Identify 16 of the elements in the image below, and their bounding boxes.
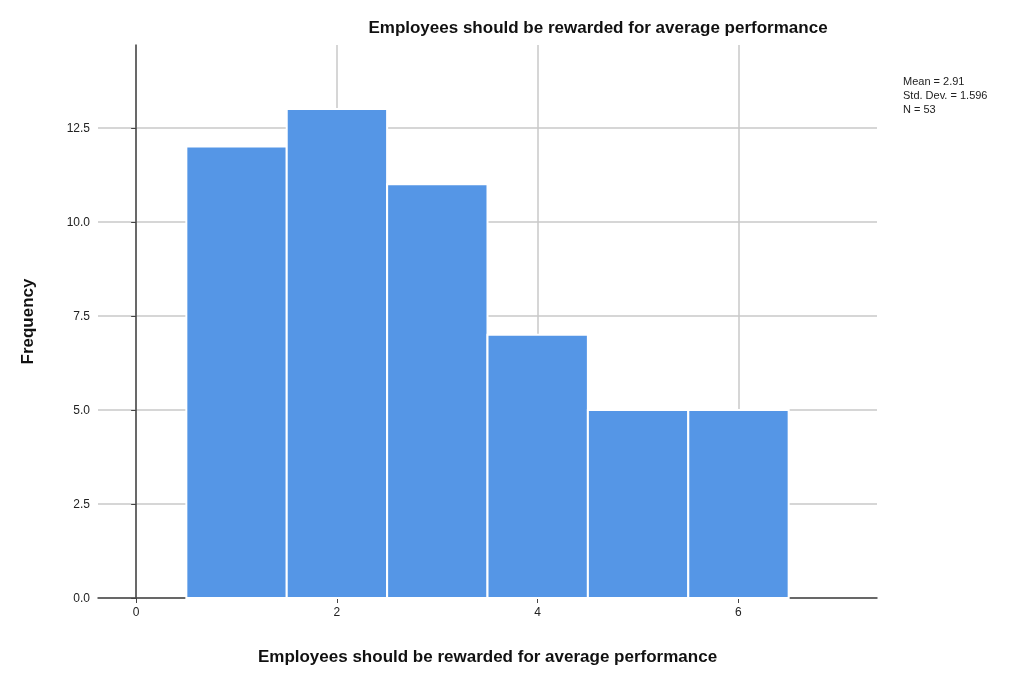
- text: Std. Dev. = 1.596: [903, 88, 988, 101]
- x-axis-title: Employees should be rewarded for average performance: [257, 647, 718, 666]
- y-axis-title: Frequency: [18, 277, 37, 365]
- text: N = 53: [903, 102, 936, 115]
- y-tick-label: 0.0: [73, 591, 91, 605]
- x-tick-label: 6: [735, 605, 743, 619]
- x-tick-label: 0: [132, 605, 140, 619]
- y-tick-label: 7.5: [73, 308, 91, 323]
- y-tick-label: 5.0: [73, 402, 91, 417]
- y-tick-label: 12.5: [66, 120, 91, 135]
- y-tick-label: 2.5: [73, 496, 91, 511]
- chart-title: Employees should be rewarded for average performance: [368, 18, 828, 37]
- x-tick-label: 4: [534, 605, 542, 619]
- text: Mean = 2.91: [903, 74, 965, 87]
- x-tick-label: 2: [333, 605, 341, 619]
- y-tick-label: 10.0: [66, 214, 91, 229]
